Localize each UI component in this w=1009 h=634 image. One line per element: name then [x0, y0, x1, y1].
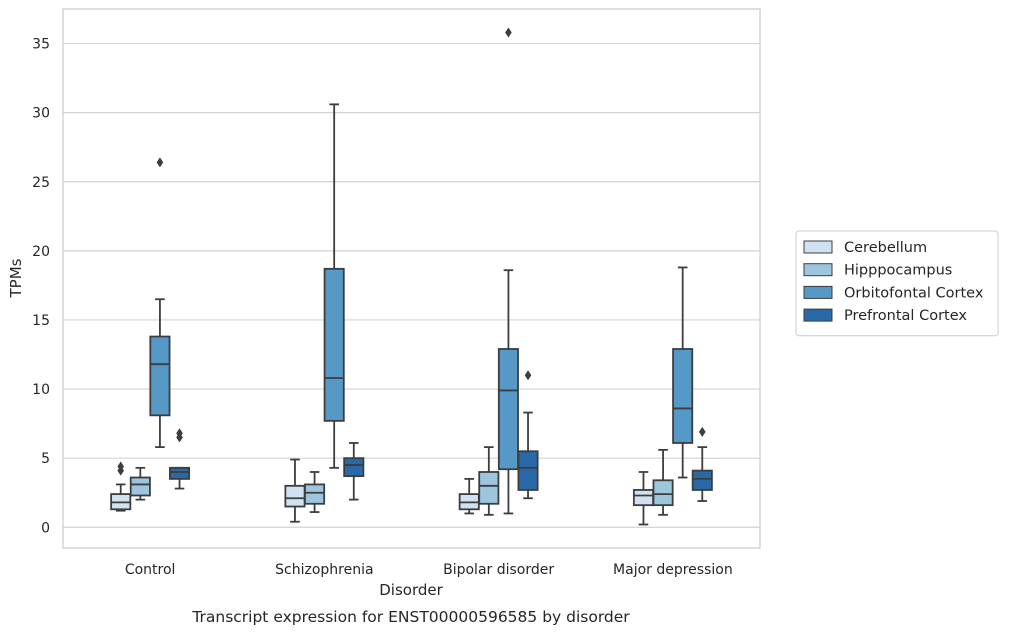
category-group [458, 27, 539, 516]
outlier-point [524, 370, 532, 381]
box [343, 457, 365, 478]
y-tick-labels: 0 5 10 15 20 25 30 35 [32, 37, 50, 537]
legend-swatch [803, 263, 833, 277]
gridlines [63, 42, 760, 528]
category-group [632, 266, 713, 526]
y-tick-label: 0 [41, 520, 50, 536]
box [497, 348, 519, 471]
y-tick-label: 25 [32, 175, 50, 191]
outlier-point [505, 27, 512, 38]
legend-label: Cerebellum [844, 240, 927, 256]
y-tick-label: 5 [41, 451, 50, 467]
y-tick-label: 20 [32, 244, 50, 260]
box-groups [110, 27, 713, 526]
box [632, 489, 654, 507]
plot-area [63, 9, 760, 548]
box [652, 479, 674, 507]
legend-swatch [803, 240, 833, 254]
x-tick-label: Control [125, 562, 176, 578]
plot-frame [62, 8, 761, 549]
box [517, 450, 539, 491]
y-axis-title: TPMs [7, 258, 25, 298]
box [304, 483, 326, 505]
y-tick-label: 30 [32, 106, 50, 122]
category-group [284, 103, 365, 523]
legend-label: Hipppocampus [844, 263, 952, 279]
x-tick-labels: Control Schizophrenia Bipolar disorder Majo… [125, 562, 733, 578]
legend-swatch [803, 308, 833, 322]
legend: Cerebellum Hipppocampus Orbitofontal Corte… [795, 230, 999, 337]
outlier-point [156, 157, 164, 168]
x-tick-label: Major depression [613, 562, 733, 578]
box [284, 484, 306, 508]
box [169, 466, 191, 480]
x-axis-title: Disorder [379, 581, 443, 599]
legend-label: Prefrontal Cortex [844, 308, 967, 324]
y-tick-label: 10 [32, 382, 50, 398]
chart-caption: Transcript expression for ENST0000059658… [191, 608, 630, 626]
box [478, 471, 500, 505]
outlier-point [117, 461, 125, 472]
outlier-point [176, 428, 183, 439]
box [149, 335, 171, 417]
box [691, 469, 713, 491]
x-tick-label: Schizophrenia [275, 562, 373, 578]
legend-swatch [803, 285, 833, 299]
outlier-point [698, 426, 706, 437]
legend-frame [795, 230, 999, 337]
box [672, 348, 694, 444]
y-tick-label: 15 [32, 313, 50, 329]
x-tick-label: Bipolar disorder [443, 562, 554, 578]
box [129, 476, 151, 497]
category-group [110, 157, 191, 512]
box [323, 267, 345, 422]
y-tick-label: 35 [32, 37, 50, 53]
legend-label: Orbitofontal Cortex [844, 285, 984, 301]
